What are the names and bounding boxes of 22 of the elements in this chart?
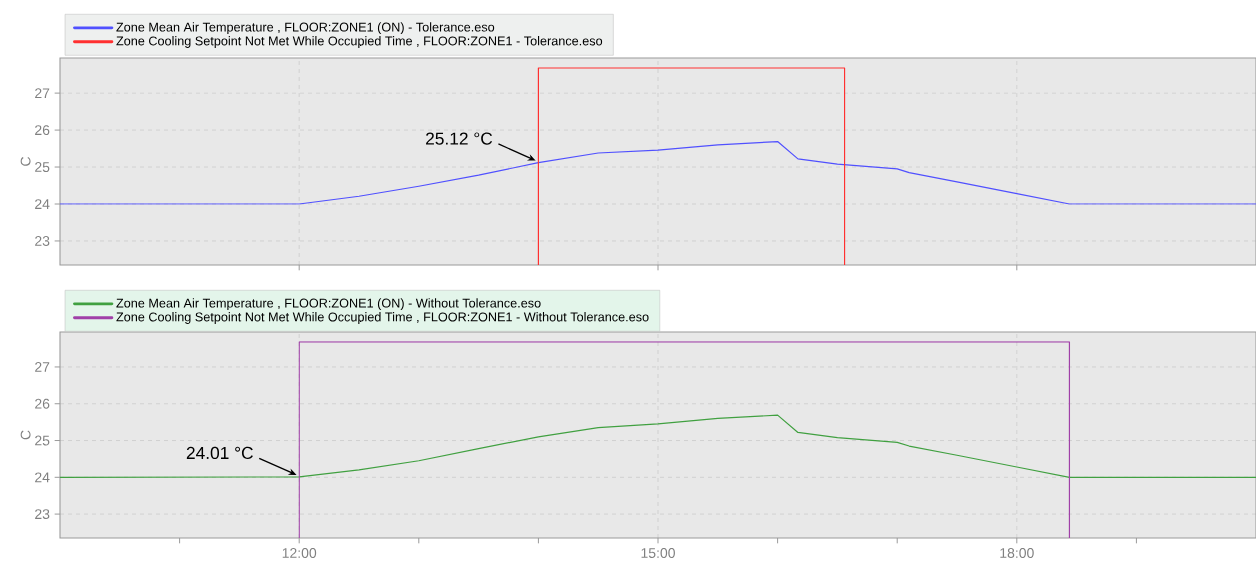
y-tick-label: 25 <box>35 162 50 173</box>
legend-label: Zone Mean Air Temperature , FLOOR:ZONE1 (ON) - Tolerance.eso <box>116 22 495 35</box>
y-tick-label: 25 <box>35 435 50 446</box>
y-tick-label: 27 <box>35 362 50 372</box>
line-series <box>60 414 1256 478</box>
annotation: 24.01 °C <box>186 446 253 460</box>
y-tick-label: 26 <box>35 398 50 409</box>
y-tick-label: 24 <box>35 199 50 209</box>
y-tick-label: 23 <box>35 509 50 520</box>
y-axis-title: C <box>20 156 31 166</box>
y-tick-label: 26 <box>35 125 50 136</box>
y-tick-label: 24 <box>35 472 50 483</box>
annotation: 25.12 °C <box>426 132 493 145</box>
legend-label: Zone Cooling Setpoint Not Met While Occupied Time , FLOOR:ZONE1 - Tolerance.eso <box>116 36 603 48</box>
x-tick-label: 15:00 <box>641 548 675 558</box>
legend-label: Zone Mean Air Temperature , FLOOR:ZONE1 (ON) - Without Tolerance.eso <box>116 298 541 311</box>
x-tick-label: 18:00 <box>1000 548 1034 558</box>
y-axis-title: C <box>20 430 31 440</box>
x-tick-label: 12:00 <box>282 548 317 558</box>
y-tick-label: 23 <box>35 236 50 246</box>
y-tick-label: 27 <box>35 88 50 98</box>
legend-label: Zone Cooling Setpoint Not Met While Occupied Time , FLOOR:ZONE1 - Without Tolerance.eso <box>116 312 649 324</box>
